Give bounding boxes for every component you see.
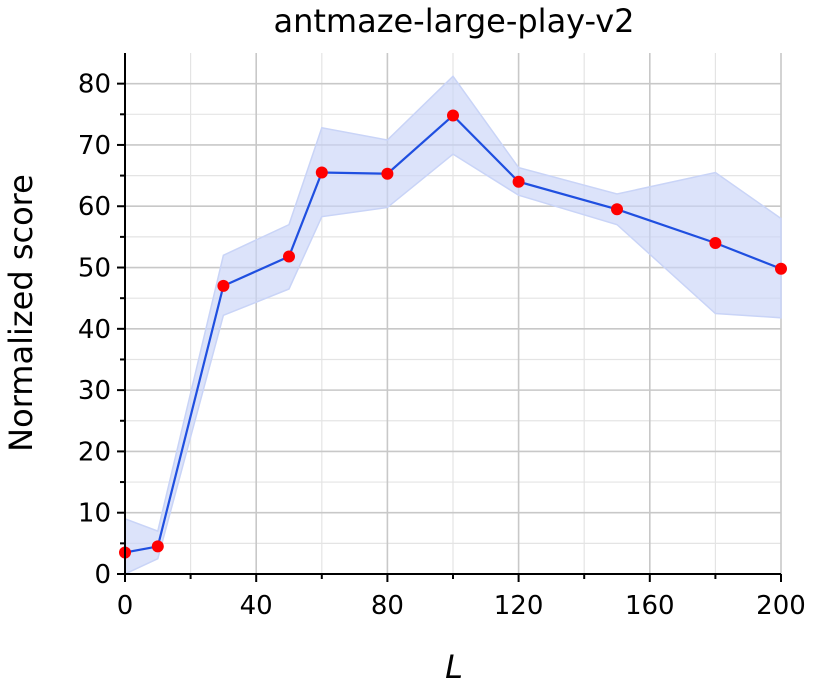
chart-title: antmaze-large-play-v2 xyxy=(273,2,634,40)
y-tick-label: 70 xyxy=(78,131,111,161)
data-point xyxy=(447,109,459,122)
data-point xyxy=(381,167,394,180)
data-point xyxy=(611,203,623,216)
data-point xyxy=(151,540,164,553)
y-tick-label: 10 xyxy=(78,499,111,529)
x-tick-label: 120 xyxy=(494,591,544,621)
axes xyxy=(117,53,782,582)
y-tick-label: 30 xyxy=(78,376,111,406)
y-tick-label: 80 xyxy=(78,70,111,100)
data-point xyxy=(775,262,787,275)
data-point xyxy=(315,166,328,179)
x-axis-label: L xyxy=(445,648,463,686)
x-tick-labels: 0 40 80 120 160 200 xyxy=(117,591,806,621)
x-tick-label: 80 xyxy=(371,591,404,621)
y-tick-labels: 0 10 20 30 40 50 60 70 80 xyxy=(78,70,111,590)
y-tick-label: 0 xyxy=(94,560,111,590)
x-tick-label: 160 xyxy=(625,591,675,621)
y-tick-label: 40 xyxy=(78,315,111,345)
data-point xyxy=(283,250,295,263)
data-point xyxy=(217,279,230,292)
data-point xyxy=(512,175,525,188)
y-axis-label: Normalized score xyxy=(2,174,40,452)
y-tick-label: 60 xyxy=(78,192,111,222)
confidence-band xyxy=(124,75,782,576)
x-tick-label: 0 xyxy=(117,591,134,621)
data-point xyxy=(709,237,722,250)
y-tick-label: 50 xyxy=(78,254,111,284)
x-tick-label: 200 xyxy=(756,591,806,621)
x-tick-label: 40 xyxy=(240,591,273,621)
confidence-band-area xyxy=(124,75,782,576)
y-tick-label: 20 xyxy=(78,437,111,467)
